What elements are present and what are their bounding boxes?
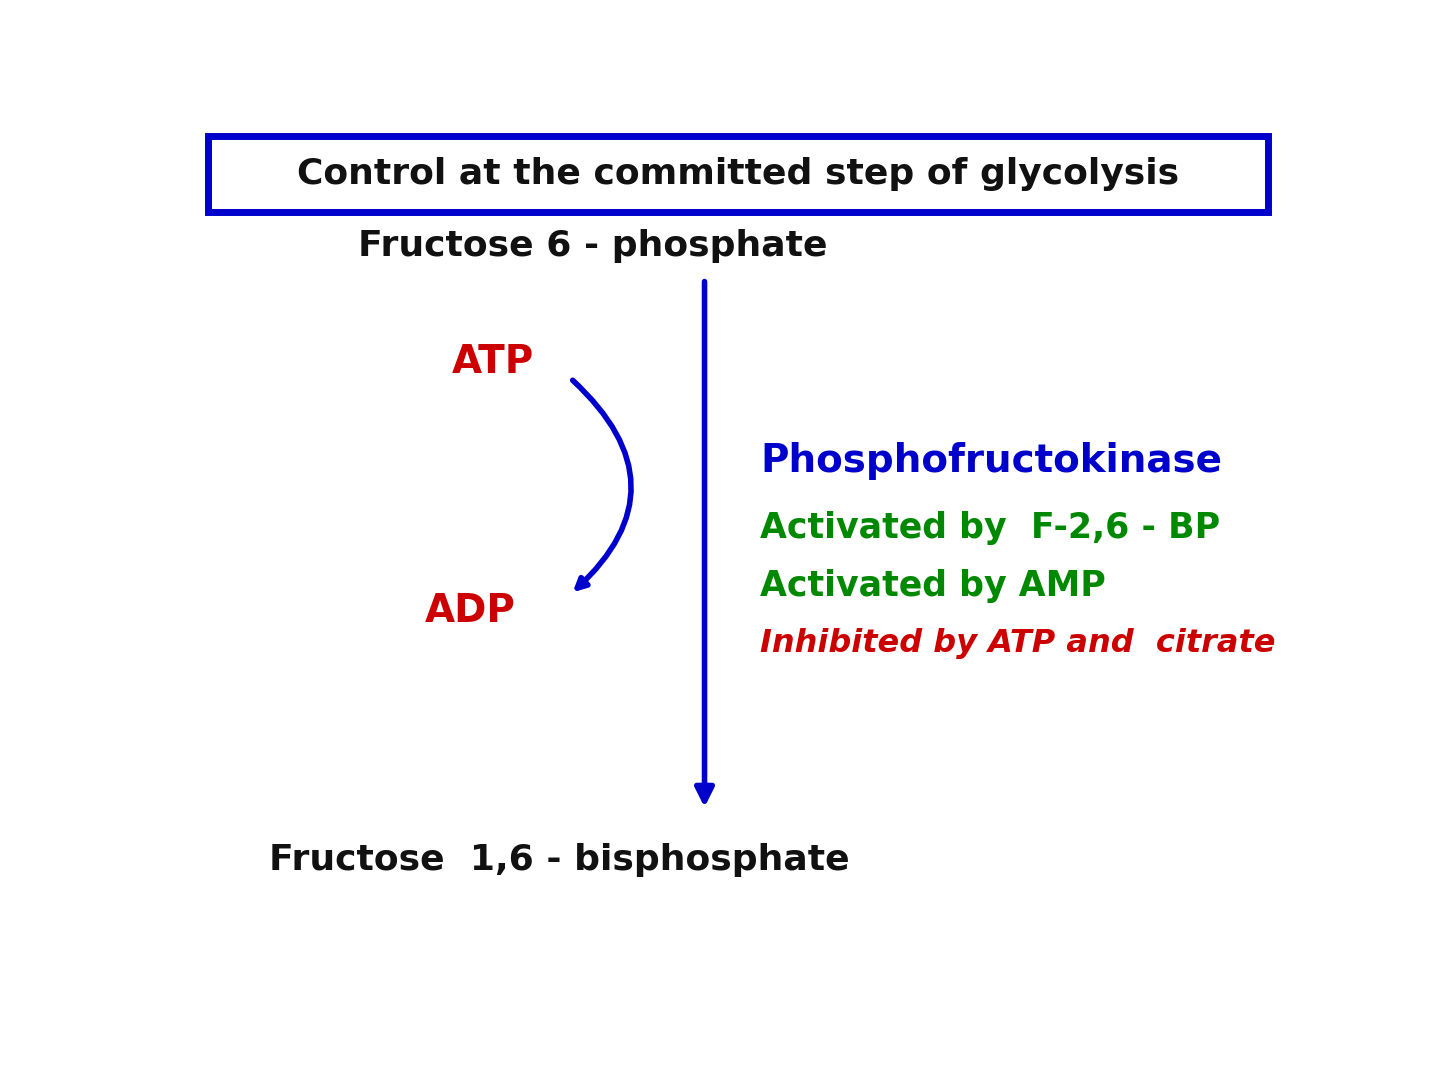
Text: Inhibited by ATP and  citrate: Inhibited by ATP and citrate [760, 628, 1276, 660]
Text: Activated by  F-2,6 - BP: Activated by F-2,6 - BP [760, 511, 1221, 544]
Text: Activated by AMP: Activated by AMP [760, 569, 1106, 603]
Text: ATP: ATP [451, 343, 534, 381]
Text: Fructose 6 - phosphate: Fructose 6 - phosphate [359, 229, 828, 263]
Text: Fructose  1,6 - bisphosphate: Fructose 1,6 - bisphosphate [269, 843, 850, 876]
Text: Phosphofructokinase: Phosphofructokinase [760, 442, 1223, 481]
Text: Control at the committed step of glycolysis: Control at the committed step of glycoly… [297, 157, 1179, 191]
FancyArrowPatch shape [573, 381, 631, 589]
Text: ADP: ADP [425, 592, 516, 630]
FancyBboxPatch shape [207, 136, 1269, 212]
